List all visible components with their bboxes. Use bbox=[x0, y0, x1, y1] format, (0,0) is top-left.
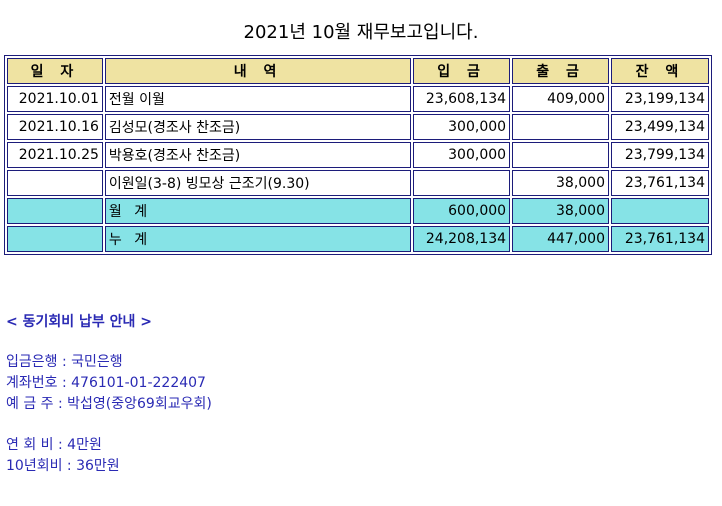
table-row: 이원일(3-8) 빙모상 근조기(9.30) 38,000 23,761,134 bbox=[7, 170, 709, 196]
dues-info-heading: < 동기회비 납부 안내 > bbox=[6, 314, 152, 330]
row-date: 2021.10.01 bbox=[7, 86, 103, 112]
monthly-total-row: 월 계 600,000 38,000 bbox=[7, 198, 709, 224]
summary-income: 600,000 bbox=[413, 198, 511, 224]
row-expense bbox=[512, 114, 609, 140]
row-description: 이원일(3-8) 빙모상 근조기(9.30) bbox=[104, 170, 412, 196]
row-description: 전월 이월 bbox=[104, 86, 412, 112]
annual-fee-line: 연 회 비 : 4만원 bbox=[6, 437, 102, 453]
row-description: 박용호(경조사 찬조금) bbox=[104, 142, 412, 168]
row-description: 김성모(경조사 찬조금) bbox=[104, 114, 412, 140]
row-balance: 23,199,134 bbox=[611, 86, 709, 112]
table-row: 2021.10.16 김성모(경조사 찬조금) 300,000 23,499,1… bbox=[7, 114, 709, 140]
page-title: 2021년 10월 재무보고입니다. bbox=[243, 22, 479, 43]
row-income bbox=[413, 170, 511, 196]
account-line: 계좌번호 : 476101-01-222407 bbox=[6, 375, 206, 391]
header-expense: 출 금 bbox=[512, 58, 609, 84]
ten-year-fee-line: 10년회비 : 36만원 bbox=[6, 458, 120, 474]
summary-label: 월 계 bbox=[104, 198, 412, 224]
table-row: 2021.10.01 전월 이월 23,608,134 409,000 23,1… bbox=[7, 86, 709, 112]
header-description: 내 역 bbox=[104, 58, 412, 84]
row-date: 2021.10.16 bbox=[7, 114, 103, 140]
row-balance: 23,799,134 bbox=[611, 142, 709, 168]
holder-line: 예 금 주 : 박섭영(중앙69회교우회) bbox=[6, 396, 212, 412]
summary-expense: 447,000 bbox=[512, 226, 609, 252]
summary-date-empty bbox=[7, 226, 103, 252]
dues-info: < 동기회비 납부 안내 > 입금은행 : 국민은행 계좌번호 : 476101… bbox=[6, 312, 212, 477]
row-expense: 38,000 bbox=[512, 170, 609, 196]
row-income: 23,608,134 bbox=[413, 86, 511, 112]
header-date: 일 자 bbox=[7, 58, 103, 84]
row-date bbox=[7, 170, 103, 196]
header-income: 입 금 bbox=[413, 58, 511, 84]
cumulative-total-row: 누 계 24,208,134 447,000 23,761,134 bbox=[7, 226, 709, 252]
spacer bbox=[6, 415, 212, 435]
table-header-row: 일 자 내 역 입 금 출 금 잔 액 bbox=[7, 58, 709, 84]
row-balance: 23,499,134 bbox=[611, 114, 709, 140]
ledger-table: 일 자 내 역 입 금 출 금 잔 액 2021.10.01 전월 이월 23,… bbox=[4, 55, 712, 255]
bank-line: 입금은행 : 국민은행 bbox=[6, 354, 123, 370]
summary-balance bbox=[611, 198, 709, 224]
summary-expense: 38,000 bbox=[512, 198, 609, 224]
row-balance: 23,761,134 bbox=[611, 170, 709, 196]
summary-label: 누 계 bbox=[104, 226, 412, 252]
row-expense bbox=[512, 142, 609, 168]
row-date: 2021.10.25 bbox=[7, 142, 103, 168]
table-row: 2021.10.25 박용호(경조사 찬조금) 300,000 23,799,1… bbox=[7, 142, 709, 168]
summary-date-empty bbox=[7, 198, 103, 224]
row-income: 300,000 bbox=[413, 114, 511, 140]
row-income: 300,000 bbox=[413, 142, 511, 168]
summary-income: 24,208,134 bbox=[413, 226, 511, 252]
header-balance: 잔 액 bbox=[611, 58, 709, 84]
row-expense: 409,000 bbox=[512, 86, 609, 112]
summary-balance: 23,761,134 bbox=[611, 226, 709, 252]
